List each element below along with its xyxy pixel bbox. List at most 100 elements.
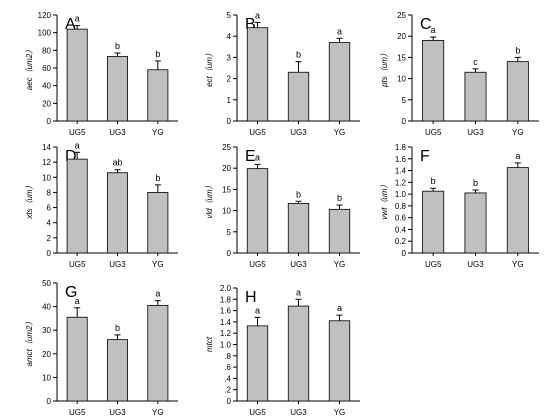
y-tick-label: 2.0 [220,284,232,293]
chart-panel-a: A 0 20 40 60 80 100 120 aec（um2） a UG5 b UG3 b YG [25,11,178,137]
y-tick-label: 50 [42,279,51,288]
x-tick-label: YG [152,128,164,137]
bar [147,305,169,402]
y-tick-label: 10 [397,75,406,84]
y-tick-label: 4 [47,219,52,228]
x-tick-label: UG5 [69,128,86,137]
y-tick-label: 60 [42,64,51,73]
y-tick-label: 1.2 [220,329,232,338]
y-tick-label: 80 [42,46,51,55]
significance-letter: a [337,303,342,313]
y-axis-label: vwt（um） [380,180,389,219]
y-axis-label: pts（um） [380,49,389,88]
significance-letter: b [155,49,160,59]
y-axis-label: mtct [205,336,214,352]
y-tick-label: .8 [224,352,231,361]
y-tick-label: 25 [222,143,231,152]
chart-panel-c: C 0 5 10 15 20 25 pts（um） a UG5 c UG3 b YG [380,11,539,137]
y-tick-label: .2 [224,386,231,395]
x-tick-label: UG5 [69,408,86,417]
significance-letter: b [515,45,520,55]
panel-letter: B [245,16,256,33]
x-tick-label: UG3 [109,128,126,137]
bar [287,71,310,122]
bar [107,172,128,254]
chart-panel-h: H 0 .2 .4 .6 .8 1.0 1.2 1.4 1.6 1.8 2.0 mtct a UG5 a UG3… [205,284,360,417]
bar [287,202,310,254]
y-tick-label: 0 [47,397,52,406]
panel-letter: D [65,148,77,165]
significance-letter: a [296,287,301,297]
bar [66,316,88,402]
chart-panel-f: F 0 0.2 0.4 0.6 0.8 1.0 1.2 1.4 1.6 1.8 vwt（um） b UG5… [380,143,539,269]
y-tick-label: 0.2 [395,237,407,246]
bar [287,305,310,402]
y-tick-label: 20 [222,164,231,173]
y-tick-label: 0.4 [395,225,407,234]
y-axis-label: amct（um2） [25,318,34,367]
bar [107,56,128,122]
y-axis-label: ect（um） [205,49,214,87]
y-tick-label: 0.8 [395,202,407,211]
x-tick-label: UG3 [109,260,126,269]
y-tick-label: 3 [227,53,232,62]
y-tick-label: 0 [402,249,407,258]
significance-letter: c [473,57,478,67]
y-tick-label: 2 [227,75,232,84]
y-axis-label: xts（um） [25,181,34,219]
bar [246,27,269,122]
y-tick-label: 40 [42,303,51,312]
y-tick-label: 0 [227,117,232,126]
x-tick-label: YG [334,408,346,417]
y-tick-label: 40 [42,82,51,91]
y-tick-label: 15 [397,53,406,62]
bar [328,320,351,402]
bar [422,40,445,122]
significance-letter: a [431,25,436,35]
panel-letter: C [420,16,432,33]
x-tick-label: YG [152,408,164,417]
significance-letter: a [75,14,80,24]
bar [246,325,269,402]
bar [464,71,487,122]
x-tick-label: UG3 [109,408,126,417]
y-tick-label: 10 [42,173,51,182]
x-tick-label: UG5 [249,408,266,417]
significance-letter: b [296,189,301,199]
y-tick-label: 0 [227,249,232,258]
bar [147,192,169,254]
x-tick-label: UG3 [467,260,484,269]
y-tick-label: 1.6 [220,307,232,316]
y-tick-label: 1.4 [220,318,232,327]
bar [147,69,169,122]
y-tick-label: 6 [47,204,52,213]
significance-letter: b [431,176,436,186]
x-tick-label: YG [152,260,164,269]
bar [464,192,487,254]
y-tick-label: 30 [42,326,51,335]
bar [246,168,269,254]
x-tick-label: UG5 [425,128,442,137]
y-tick-label: 20 [42,350,51,359]
panel-letter: G [65,284,77,301]
y-tick-label: 1.6 [395,155,407,164]
x-tick-label: YG [512,260,524,269]
y-tick-label: 5 [227,11,232,20]
y-tick-label: 1.2 [395,178,407,187]
y-tick-label: 10 [42,373,51,382]
y-tick-label: 1.8 [395,143,407,152]
y-axis-label: aec（um2） [25,46,34,90]
y-tick-label: 10 [222,207,231,216]
x-tick-label: UG5 [249,128,266,137]
chart-panel-d: D 0 2 4 6 8 10 12 14 xts（um） a UG5 ab UG3 b YG [25,140,178,269]
y-tick-label: .6 [224,363,231,372]
significance-letter: a [515,151,520,161]
x-tick-label: UG3 [290,128,307,137]
chart-panel-b: B 0 1 2 3 4 5 ect（um） a UG5 b UG3 a YG [205,10,360,137]
y-tick-label: 0 [47,117,52,126]
y-tick-label: 5 [227,228,232,237]
significance-letter: b [155,173,160,183]
panel-letter: H [245,289,257,306]
chart-panel-g: G 0 10 20 30 40 50 amct（um2） a UG5 b UG3 a YG [25,279,178,417]
